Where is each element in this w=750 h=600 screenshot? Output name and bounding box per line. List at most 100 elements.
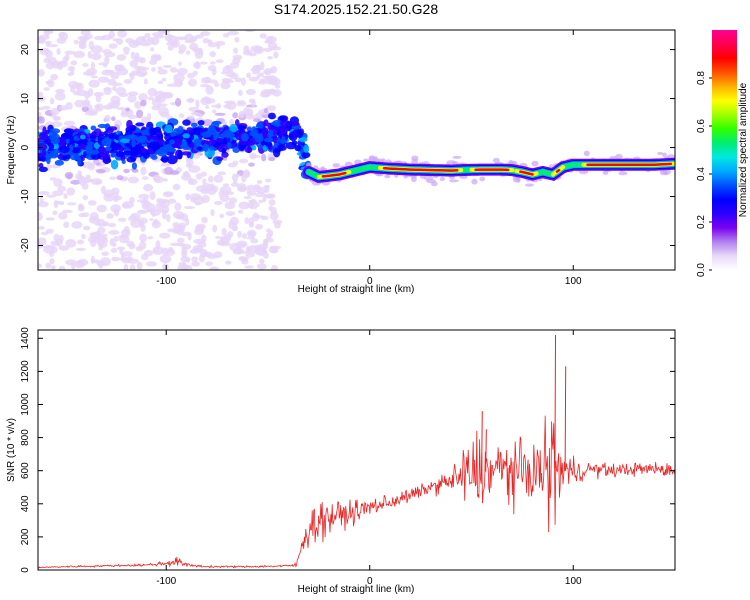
spectrogram-noise-blob — [248, 162, 255, 167]
spectrogram-band-blob — [93, 142, 101, 149]
spectrogram-band-blob — [121, 159, 126, 164]
spectrogram-x-tick-label: 0 — [367, 276, 373, 287]
spectrogram-noise-blob — [108, 43, 118, 49]
spectrogram-noise-blob — [215, 59, 224, 64]
spectrogram-noise-blob — [38, 212, 43, 221]
snr-peak-spike — [485, 429, 487, 472]
spectrogram-band-blob — [216, 137, 223, 143]
spectrogram-noise-blob — [108, 222, 117, 228]
spectrogram-noise-blob — [52, 116, 62, 121]
spectrogram-noise-blob — [45, 262, 52, 269]
spectrogram-noise-blob — [243, 195, 252, 200]
spectrogram-noise-blob — [94, 104, 101, 110]
spectrogram-noise-blob — [58, 105, 69, 111]
snr-peak-spike — [564, 366, 567, 472]
spectrogram-noise-blob — [159, 254, 172, 264]
spectrogram-noise-blob — [200, 83, 211, 88]
spectrogram-noise-blob — [128, 72, 136, 77]
spectrogram-noise-blob — [70, 60, 78, 66]
spectrogram-noise-blob — [207, 175, 214, 183]
spectrogram-band-blob — [291, 140, 298, 146]
spectrogram-noise-blob — [115, 65, 123, 70]
spectrogram-noise-blob — [190, 111, 200, 116]
spectrogram-halo-blob — [578, 169, 589, 175]
spectrogram-noise-blob — [219, 186, 232, 194]
spectrogram-noise-blob — [121, 251, 133, 257]
spectrogram-noise-blob — [101, 251, 109, 257]
spectrogram-noise-blob — [274, 84, 281, 89]
spectrogram-noise-blob — [248, 76, 259, 82]
spectrogram-noise-blob — [43, 245, 54, 249]
spectrogram-noise-blob — [157, 209, 169, 213]
spectrogram-band-blob — [177, 126, 184, 134]
spectrogram-noise-blob — [205, 98, 216, 104]
spectrogram-noise-blob — [150, 67, 156, 72]
spectrogram-noise-blob — [90, 75, 99, 79]
spectrogram-noise-blob — [45, 62, 55, 70]
spectrogram-noise-blob — [166, 83, 177, 87]
spectrogram-noise-blob — [138, 93, 148, 102]
spectrogram-noise-blob — [111, 82, 123, 87]
spectrogram-noise-blob — [176, 81, 183, 86]
spectrogram-noise-blob — [200, 31, 211, 37]
spectrogram-noise-blob — [162, 178, 168, 182]
spectrogram-noise-blob — [232, 222, 238, 230]
spectrogram-band-blob — [125, 134, 134, 139]
spectrogram-noise-blob — [139, 241, 147, 250]
spectrogram-noise-blob — [64, 50, 76, 55]
spectrogram-noise-blob — [263, 107, 269, 114]
spectrogram-noise-blob — [253, 46, 265, 54]
colorbar-tick-label: 0.6 — [696, 119, 707, 133]
spectrogram-noise-blob — [98, 62, 108, 66]
spectrogram-band-blob — [63, 128, 75, 134]
spectrogram-band-blob — [68, 144, 74, 152]
spectrogram-noise-blob — [63, 193, 68, 199]
spectrogram-noise-blob — [52, 210, 58, 216]
spectrogram-noise-blob — [224, 64, 232, 71]
spectrogram-noise-blob — [146, 112, 152, 122]
spectrogram-band-blob — [268, 129, 274, 137]
spectrogram-band-blob — [110, 153, 116, 158]
spectrogram-noise-blob — [112, 242, 117, 248]
spectrogram-noise-blob — [87, 50, 93, 59]
spectrogram-band-blob — [79, 134, 86, 140]
spectrogram-band-blob — [222, 129, 234, 138]
spectrogram-band-blob — [193, 138, 202, 147]
spectrogram-noise-blob — [157, 80, 164, 85]
spectrogram-noise-blob — [66, 187, 76, 196]
spectrogram-band-blob — [86, 141, 94, 146]
spectrogram-noise-blob — [67, 65, 75, 72]
snr-y-tick-label: 1000 — [20, 393, 31, 416]
spectrogram-halo-blob — [459, 175, 468, 179]
spectrogram-noise-blob — [77, 258, 89, 266]
spectrogram-noise-blob — [96, 204, 107, 213]
spectrogram-band-blob — [122, 150, 134, 156]
spectrogram-noise-blob — [262, 75, 274, 79]
spectrogram-noise-blob — [116, 246, 126, 251]
spectrogram-noise-blob — [238, 201, 250, 210]
spectrogram-noise-blob — [130, 51, 136, 60]
spectrogram-noise-blob — [191, 261, 201, 267]
spectrogram-halo-blob — [618, 171, 628, 176]
spectrogram-noise-blob — [49, 97, 55, 105]
spectrogram-noise-blob — [57, 185, 67, 192]
spectrogram-noise-blob — [217, 171, 227, 176]
spectrogram-noise-blob — [156, 198, 163, 204]
snr-y-ticks: 0 200 400 600 800 1000 1200 1400 — [20, 327, 675, 573]
spectrogram-noise-blob — [76, 239, 85, 245]
spectrogram-noise-blob — [256, 263, 267, 270]
spectrogram-noise-blob — [209, 51, 216, 58]
spectrogram-noise-blob — [147, 236, 154, 240]
spectrogram-band-blob — [38, 143, 48, 151]
spectrogram-noise-blob — [71, 221, 83, 229]
spectrogram-noise-blob — [96, 169, 106, 174]
spectrogram-noise-blob — [103, 87, 112, 91]
spectrogram-noise-blob — [259, 61, 265, 71]
spectrogram-noise-blob — [202, 178, 207, 185]
spectrogram-noise-blob — [248, 230, 256, 238]
spectrogram-band-blob — [124, 142, 131, 148]
spectrogram-noise-blob — [223, 104, 232, 109]
spectrogram-noise-blob — [167, 198, 177, 204]
spectrogram-noise-blob — [185, 50, 191, 55]
spectrogram-ridge-core — [382, 166, 459, 172]
